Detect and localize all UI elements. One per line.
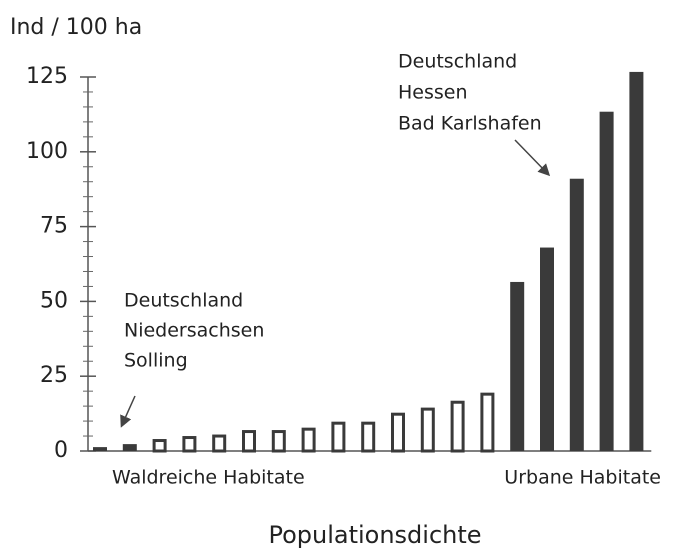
- y-tick-label: 125: [26, 64, 68, 89]
- bar: [629, 71, 644, 451]
- group-label: Urbane Habitate: [504, 467, 661, 489]
- annotation: Deutschland: [398, 51, 517, 73]
- annotation-arrow: [514, 139, 551, 177]
- annotation: Niedersachsen: [124, 320, 264, 342]
- bar: [212, 434, 227, 453]
- y-tick-label: 100: [26, 139, 68, 164]
- bar: [391, 412, 405, 453]
- bar: [271, 430, 286, 453]
- bar: [242, 430, 256, 453]
- bar: [122, 444, 137, 451]
- bar: [152, 439, 167, 453]
- bar: [93, 447, 107, 451]
- annotation: Bad Karlshafen: [398, 113, 542, 135]
- bar: [301, 427, 316, 453]
- y-axis-label: Ind / 100 ha: [10, 15, 142, 40]
- y-tick-label: 50: [40, 288, 68, 313]
- annotation: Solling: [124, 350, 188, 372]
- bar: [540, 247, 554, 451]
- y-tick-label: 25: [40, 363, 68, 388]
- y-tick-label: 75: [40, 214, 68, 239]
- x-axis-label: Populationsdichte: [268, 521, 481, 549]
- bar: [420, 407, 435, 453]
- bar: [599, 111, 614, 451]
- annotation-arrow: [120, 395, 136, 428]
- bar: [569, 178, 584, 451]
- bar: [331, 421, 346, 453]
- bar: [361, 421, 376, 453]
- annotation: Deutschland: [124, 290, 243, 312]
- y-tick-label: 0: [54, 438, 68, 463]
- group-label: Waldreiche Habitate: [112, 467, 305, 489]
- bar: [510, 281, 525, 451]
- bar: [450, 400, 465, 453]
- bar: [182, 436, 197, 453]
- bar: [480, 392, 495, 453]
- annotation: Hessen: [398, 82, 468, 104]
